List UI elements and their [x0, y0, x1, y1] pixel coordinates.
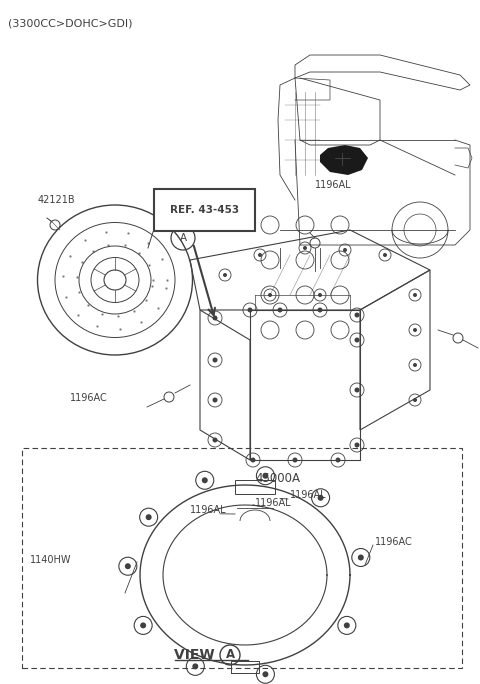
Circle shape — [213, 315, 217, 321]
Polygon shape — [320, 145, 368, 175]
Circle shape — [317, 308, 323, 313]
Circle shape — [213, 358, 217, 363]
Circle shape — [263, 671, 268, 677]
Bar — [22, 448, 462, 668]
Circle shape — [355, 313, 360, 317]
Text: 1196AC: 1196AC — [70, 393, 108, 403]
Text: 1196AL: 1196AL — [190, 505, 227, 515]
Circle shape — [292, 458, 298, 462]
Circle shape — [413, 293, 417, 297]
Text: 45000A: 45000A — [255, 472, 300, 485]
Bar — [235, 480, 275, 495]
Circle shape — [303, 246, 307, 250]
Text: A: A — [180, 233, 187, 243]
Circle shape — [202, 477, 208, 484]
Circle shape — [355, 337, 360, 343]
Circle shape — [355, 388, 360, 393]
Circle shape — [277, 308, 283, 313]
Circle shape — [192, 663, 198, 670]
Text: 42121B: 42121B — [38, 195, 76, 205]
Text: 1196AL: 1196AL — [255, 498, 292, 508]
Circle shape — [413, 328, 417, 332]
Text: 1196AC: 1196AC — [375, 537, 413, 547]
Circle shape — [358, 555, 364, 560]
Text: 1196AL: 1196AL — [315, 180, 352, 190]
Circle shape — [413, 398, 417, 402]
Circle shape — [413, 363, 417, 367]
Text: 1140HW: 1140HW — [30, 555, 72, 565]
Circle shape — [251, 458, 255, 462]
Text: 1196AL: 1196AL — [290, 490, 326, 500]
Circle shape — [268, 293, 272, 297]
Circle shape — [318, 495, 324, 501]
Circle shape — [213, 397, 217, 402]
Text: (3300CC>DOHC>GDI): (3300CC>DOHC>GDI) — [8, 18, 132, 28]
Text: VIEW: VIEW — [175, 648, 220, 662]
Text: REF. 43-453: REF. 43-453 — [170, 205, 239, 215]
Circle shape — [336, 458, 340, 462]
Circle shape — [344, 622, 350, 629]
Circle shape — [125, 563, 131, 569]
Circle shape — [383, 253, 387, 257]
Circle shape — [258, 253, 262, 257]
Circle shape — [145, 514, 152, 521]
Circle shape — [248, 308, 252, 313]
Circle shape — [213, 438, 217, 443]
Circle shape — [223, 273, 227, 277]
Circle shape — [318, 293, 322, 297]
Circle shape — [140, 622, 146, 629]
Text: A: A — [226, 648, 235, 661]
Circle shape — [355, 443, 360, 447]
Circle shape — [343, 248, 347, 252]
Circle shape — [263, 473, 268, 479]
